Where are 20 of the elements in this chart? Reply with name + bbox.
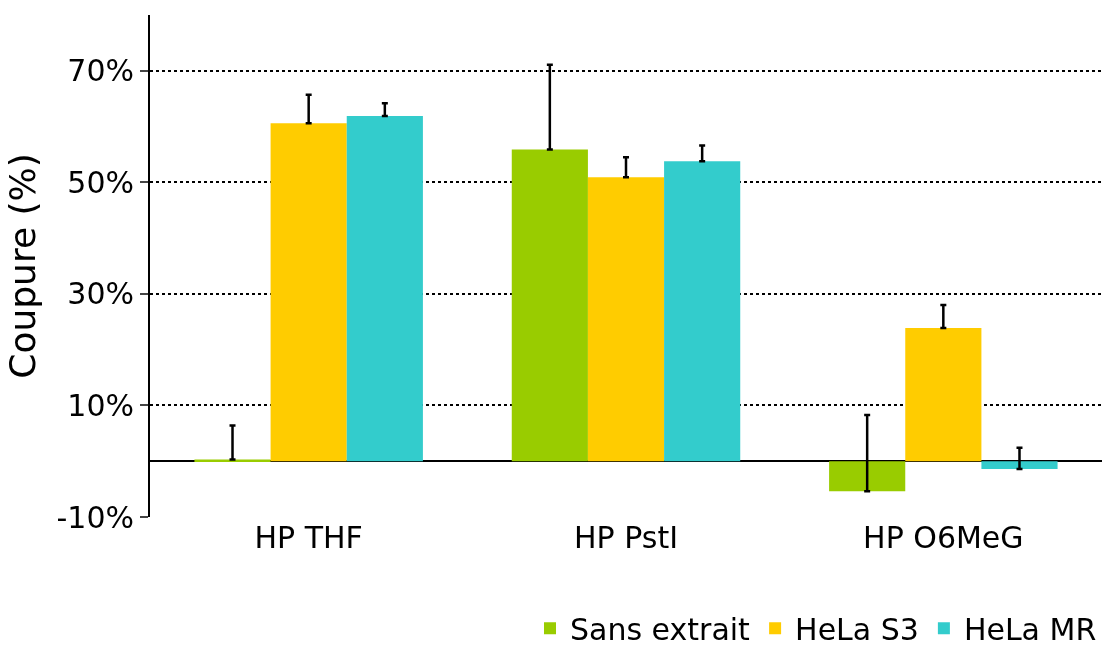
- y-tick-label: -10%: [56, 499, 134, 535]
- bar: [511, 149, 588, 462]
- legend-label: HeLa MR: [963, 612, 1097, 648]
- x-tick-label: HP PstI: [574, 520, 678, 555]
- y-tick-label: 30%: [67, 276, 134, 312]
- bar: [664, 161, 741, 462]
- legend-label: HeLa S3: [795, 612, 919, 648]
- bar: [905, 327, 982, 462]
- x-tick-label: HP O6MeG: [863, 520, 1024, 555]
- bar: [587, 177, 665, 462]
- y-axis-title: Coupure (%): [1, 153, 43, 379]
- legend-label: Sans extrait: [570, 612, 751, 648]
- y-tick-label: 10%: [67, 387, 134, 423]
- y-tick-label: 50%: [67, 164, 134, 200]
- bar: [981, 461, 1058, 470]
- bar: [829, 461, 906, 492]
- bar: [270, 123, 347, 462]
- y-tick-label: 70%: [67, 53, 134, 89]
- bar: [346, 115, 423, 462]
- x-tick-label: HP THF: [254, 520, 363, 555]
